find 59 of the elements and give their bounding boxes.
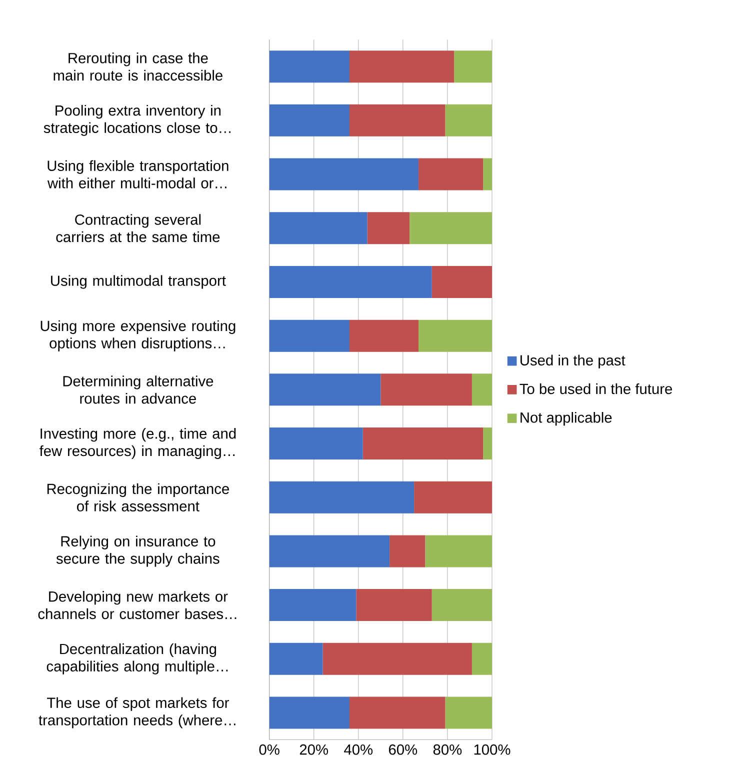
bar xyxy=(483,428,492,460)
bar xyxy=(349,696,446,729)
bar xyxy=(380,374,472,406)
legend-label: Used in the past xyxy=(520,354,626,368)
bar xyxy=(418,158,484,190)
bar xyxy=(269,589,356,622)
bar xyxy=(269,481,414,514)
bar xyxy=(362,428,484,460)
bar xyxy=(349,50,454,83)
y-tick-label: Using flexible transportation with either multi-modal or… xyxy=(47,160,228,188)
y-tick-label: Using multimodal transport xyxy=(51,275,226,289)
x-tick-label: 60% xyxy=(389,744,418,755)
bar xyxy=(269,428,363,460)
bar xyxy=(445,104,492,136)
bar xyxy=(269,535,390,568)
bar xyxy=(454,50,492,83)
y-tick-label: Investing more (e.g., time and few resources) in managing… xyxy=(40,428,236,460)
bar xyxy=(349,320,419,352)
bar xyxy=(483,158,492,190)
bar xyxy=(269,104,350,136)
bar xyxy=(472,374,492,406)
y-tick-label: Developing new markets or channels or customer bases… xyxy=(38,591,236,620)
bar xyxy=(269,266,432,298)
bar xyxy=(414,481,492,514)
x-tick-label: 100% xyxy=(474,744,510,755)
x-tick-label: 40% xyxy=(344,744,373,755)
bar xyxy=(432,266,492,298)
bar xyxy=(472,642,492,675)
y-tick-label: Relying on insurance to secure the supply chains xyxy=(56,536,220,567)
bar xyxy=(269,320,350,352)
bar xyxy=(269,50,350,83)
bar xyxy=(367,212,410,244)
bar xyxy=(425,535,492,568)
bar xyxy=(269,374,381,406)
y-tick-label: Contracting several carriers at the same time xyxy=(56,214,220,242)
x-tick-label: 0% xyxy=(259,744,280,755)
bar xyxy=(269,158,419,190)
y-tick-label: Using more expensive routing options when disruptions… xyxy=(40,320,236,352)
bar xyxy=(418,320,492,352)
y-tick-label: Pooling extra inventory in strategic locations close to… xyxy=(44,104,230,136)
y-tick-label: Determining alternative routes in advance xyxy=(63,376,214,404)
y-tick-label: The use of spot markets for transportation needs (where… xyxy=(38,697,236,728)
bar xyxy=(269,212,368,244)
y-tick-label: Recognizing the importance of risk assessment xyxy=(47,483,229,512)
bar xyxy=(390,535,426,568)
bar xyxy=(432,589,492,622)
x-tick-label: 80% xyxy=(433,744,462,755)
bar xyxy=(349,104,446,136)
bar xyxy=(269,642,323,675)
y-tick-label: Rerouting in case the main route is inaccessible xyxy=(54,52,222,81)
legend-label: Not applicable xyxy=(520,412,612,426)
bar xyxy=(356,589,432,622)
bar xyxy=(445,696,492,729)
bar xyxy=(322,642,472,675)
bar xyxy=(410,212,492,244)
legend-label: To be used in the future xyxy=(520,383,672,394)
x-tick-label: 20% xyxy=(300,744,328,755)
bar xyxy=(269,696,350,729)
y-tick-label: Decentralization (having capabilities along multiple… xyxy=(46,643,228,674)
